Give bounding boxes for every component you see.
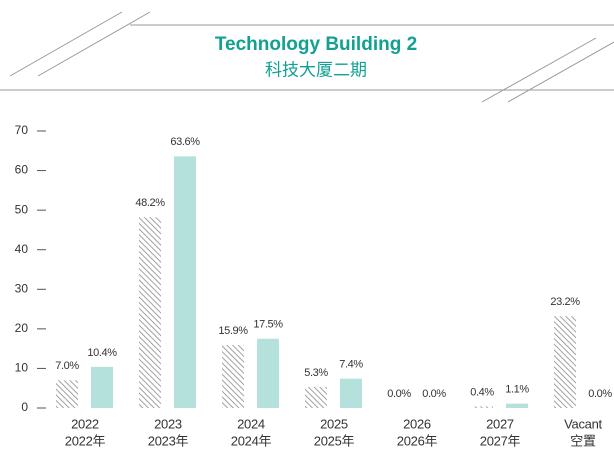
bar	[257, 338, 279, 408]
value-label: 0.0%	[387, 388, 411, 400]
value-label: 15.9%	[218, 325, 248, 337]
bar	[340, 378, 362, 408]
x-tick-label: 2025年	[314, 433, 355, 448]
y-tick-label: 40	[15, 242, 29, 256]
x-tick-label: 空置	[570, 433, 596, 448]
value-label: 1.1%	[505, 384, 529, 396]
x-tick-label: 2025	[320, 416, 348, 431]
value-label: 0.0%	[422, 388, 446, 400]
x-tick-label: 2024	[237, 416, 265, 431]
bar	[471, 406, 493, 408]
value-label: 7.0%	[55, 360, 79, 372]
y-tick-label: 0	[21, 400, 28, 414]
value-label: 0.0%	[588, 388, 612, 400]
y-tick-label: 30	[15, 281, 29, 295]
x-tick-label: 2026	[403, 416, 431, 431]
x-tick-label: 2022	[71, 416, 99, 431]
bar	[506, 403, 528, 408]
x-tick-label: 2023年	[148, 433, 189, 448]
bar	[305, 387, 327, 408]
bar	[139, 217, 161, 408]
x-tick-label: 2023	[154, 416, 182, 431]
chart-title: Technology Building 2	[215, 34, 417, 55]
x-tick-label: 2027年	[480, 433, 521, 448]
x-tick-label: Vacant	[564, 416, 602, 431]
bar	[91, 366, 113, 408]
x-tick-label: 2022年	[65, 433, 106, 448]
bar	[554, 316, 576, 408]
value-label: 48.2%	[135, 197, 165, 209]
value-label: 23.2%	[550, 296, 580, 308]
value-label: 0.4%	[470, 386, 494, 398]
value-label: 10.4%	[87, 347, 117, 359]
bar	[56, 380, 78, 408]
x-tick-label: 2026年	[397, 433, 438, 448]
bar	[174, 156, 196, 408]
y-tick-label: 60	[15, 163, 29, 177]
chart-subtitle: 科技大厦二期	[265, 60, 367, 79]
x-tick-label: 2024年	[231, 433, 272, 448]
decoration	[0, 11, 614, 103]
y-tick-label: 70	[15, 123, 29, 137]
value-label: 63.6%	[170, 136, 200, 148]
value-label: 7.4%	[339, 359, 363, 371]
value-label: 5.3%	[304, 367, 328, 379]
x-tick-label: 2027	[486, 416, 514, 431]
y-tick-label: 10	[15, 361, 29, 375]
value-label: 17.5%	[253, 319, 283, 331]
bar	[222, 345, 244, 408]
y-tick-label: 20	[15, 321, 29, 335]
y-tick-label: 50	[15, 202, 29, 216]
